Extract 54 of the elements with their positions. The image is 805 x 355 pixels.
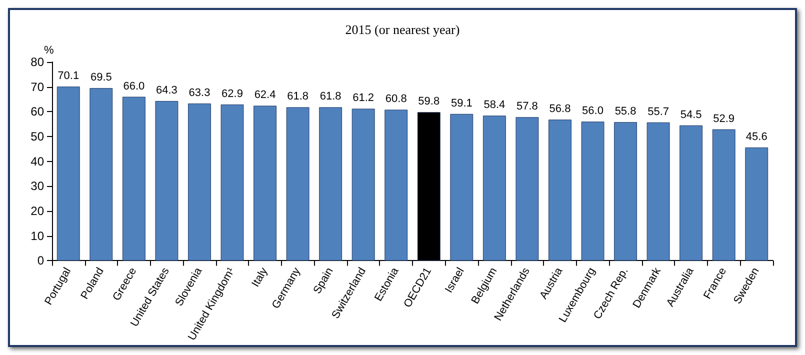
- bar: [646, 122, 670, 261]
- y-tick-label: 40: [30, 154, 44, 168]
- data-label: 61.8: [287, 90, 309, 103]
- bar: [548, 120, 572, 261]
- bar: [254, 106, 276, 261]
- y-tick-label: 70: [30, 80, 44, 94]
- y-axis-title: %: [44, 44, 54, 57]
- bar: [745, 147, 768, 261]
- y-tick-label: 60: [30, 104, 44, 119]
- bar: [319, 107, 342, 261]
- data-label: 55.7: [648, 106, 670, 118]
- bar: [384, 110, 408, 261]
- chart-title: 2015 (or nearest year): [345, 22, 460, 37]
- data-label: 45.6: [746, 130, 768, 143]
- bar: [581, 122, 604, 261]
- data-label: 58.4: [484, 99, 506, 112]
- bar: [516, 117, 539, 261]
- data-label: 70.1: [58, 70, 80, 82]
- bar: [56, 86, 80, 261]
- data-label: 59.8: [418, 96, 440, 108]
- data-label: 52.9: [713, 112, 735, 125]
- data-label: 63.3: [188, 86, 210, 99]
- bar: [680, 125, 703, 261]
- data-label: 66.0: [123, 80, 145, 92]
- data-label: 54.5: [680, 108, 702, 121]
- data-label: 56.0: [582, 105, 604, 118]
- bar: [188, 103, 211, 261]
- bar: [220, 104, 244, 261]
- bar: [712, 129, 736, 261]
- data-label: 56.8: [549, 103, 571, 116]
- bar: [352, 108, 375, 261]
- y-tick-label: 20: [30, 204, 44, 218]
- data-label: 55.8: [614, 106, 636, 118]
- bar: [90, 88, 113, 261]
- data-label: 59.1: [450, 97, 472, 110]
- y-tick-label: 0: [37, 254, 44, 268]
- bar: [286, 107, 310, 261]
- y-tick-label: 80: [30, 55, 44, 69]
- y-tick-label: 50: [30, 130, 44, 144]
- data-label: 61.2: [352, 92, 374, 104]
- bar: [122, 96, 146, 261]
- bar: [614, 122, 637, 261]
- data-label: 62.9: [222, 88, 243, 100]
- data-label: 57.8: [516, 100, 538, 113]
- bar: [155, 100, 178, 261]
- data-label: 62.4: [254, 89, 276, 102]
- bar: [450, 114, 474, 261]
- y-tick-label: 10: [30, 228, 44, 243]
- data-label: 64.3: [156, 84, 178, 96]
- data-label: 69.5: [90, 72, 112, 84]
- bar: [482, 116, 506, 261]
- data-label: 60.8: [385, 93, 407, 106]
- y-tick-label: 30: [30, 179, 44, 194]
- data-label: 61.8: [320, 90, 342, 103]
